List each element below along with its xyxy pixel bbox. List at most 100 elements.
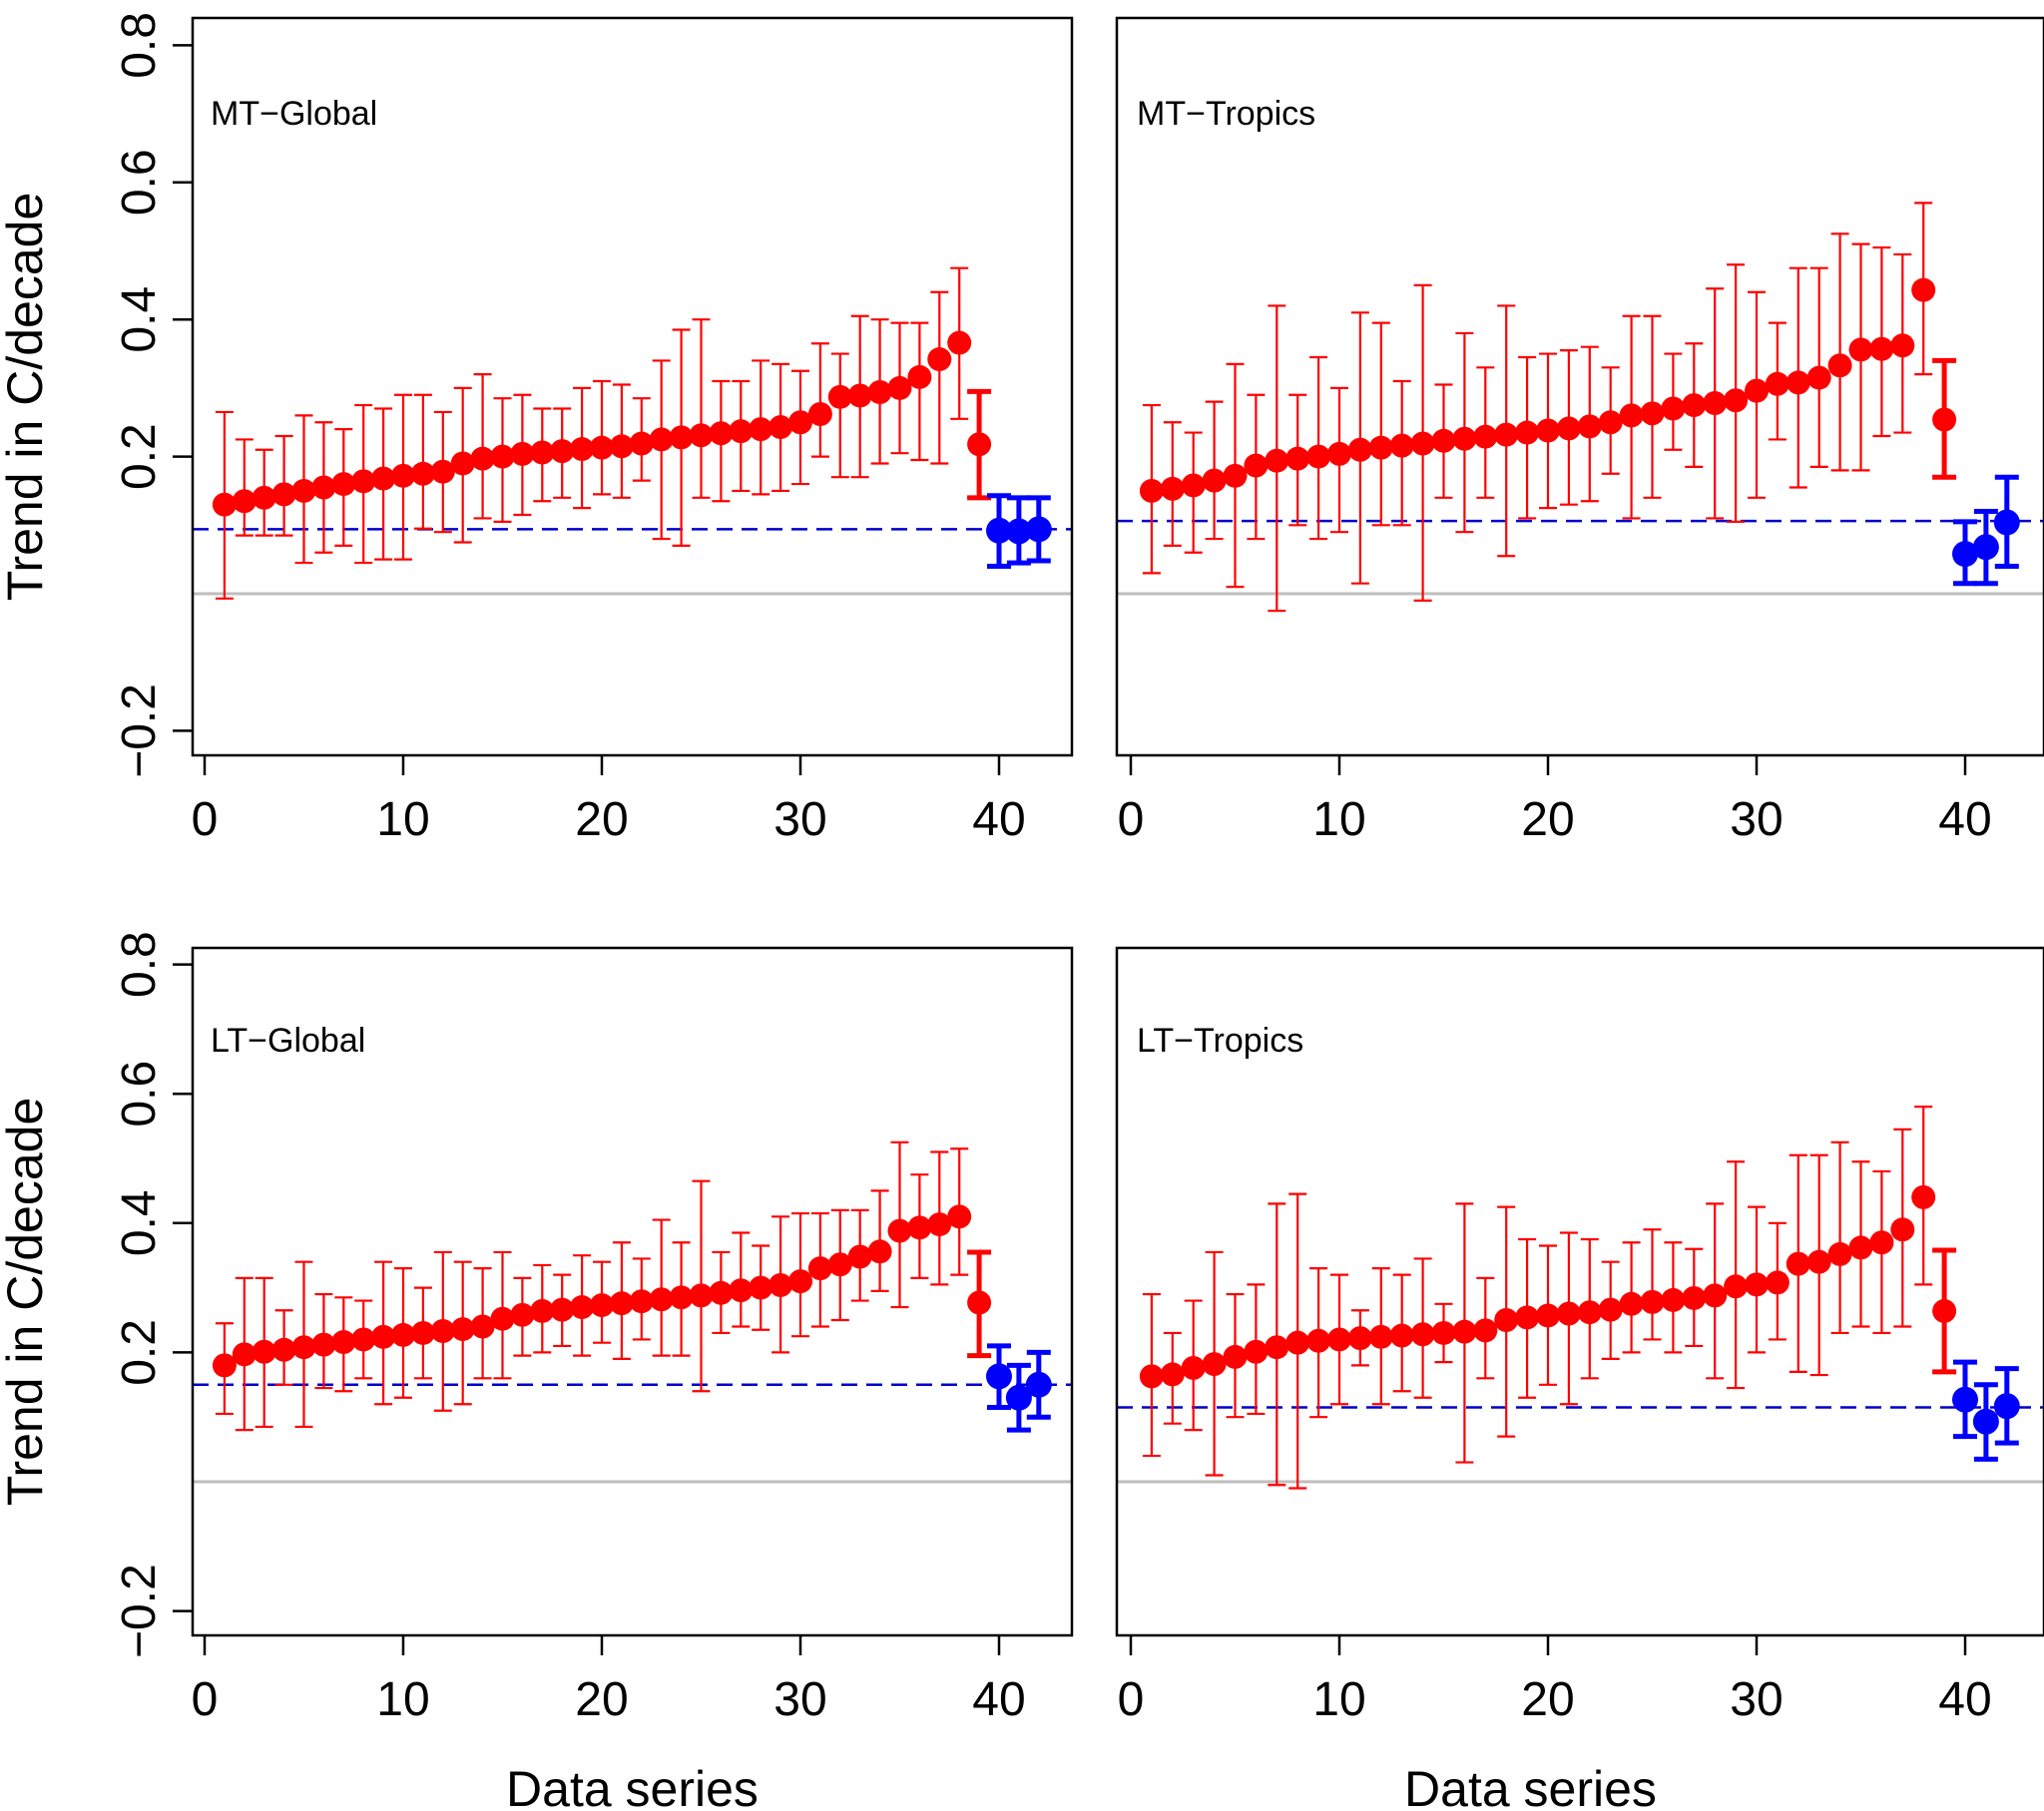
data-point bbox=[1347, 1326, 1372, 1351]
data-point bbox=[927, 1212, 952, 1237]
data-point bbox=[1848, 337, 1873, 362]
data-point bbox=[1139, 478, 1164, 503]
x-tick-label: 20 bbox=[1521, 793, 1574, 846]
y-tick-label: 0.8 bbox=[113, 931, 166, 998]
data-point bbox=[1306, 444, 1331, 469]
data-point bbox=[1932, 1298, 1957, 1323]
y-axis-title: Trend in C/decade bbox=[0, 193, 53, 602]
error-bar bbox=[930, 290, 949, 465]
x-tick-label: 0 bbox=[192, 1673, 219, 1726]
data-point bbox=[1494, 1308, 1519, 1332]
data-point bbox=[291, 1335, 316, 1360]
data-point bbox=[1619, 1291, 1644, 1316]
error-bar bbox=[235, 438, 254, 537]
data-point bbox=[311, 1332, 336, 1357]
data-point bbox=[649, 1287, 674, 1312]
data-point bbox=[847, 383, 872, 408]
data-point bbox=[1786, 370, 1810, 395]
data-point bbox=[1025, 516, 1052, 543]
data-point bbox=[1765, 371, 1789, 396]
data-point bbox=[1181, 473, 1206, 498]
data-point bbox=[1556, 1301, 1581, 1326]
data-point bbox=[1223, 1344, 1248, 1369]
data-point bbox=[986, 517, 1012, 544]
data-point bbox=[470, 446, 495, 471]
data-point bbox=[1452, 1319, 1477, 1344]
x-tick-label: 10 bbox=[1312, 1673, 1365, 1726]
data-point bbox=[212, 1353, 237, 1378]
data-point bbox=[490, 1306, 515, 1331]
data-point bbox=[709, 1280, 734, 1305]
data-point bbox=[1160, 1362, 1185, 1387]
data-point bbox=[291, 478, 316, 503]
data-point bbox=[887, 1218, 912, 1243]
panel-label: LT−Tropics bbox=[1137, 1022, 1303, 1060]
data-point bbox=[212, 492, 237, 517]
y-tick-label: −0.2 bbox=[113, 1564, 166, 1658]
error-bar bbox=[910, 321, 929, 462]
series-4 bbox=[1952, 1359, 2020, 1462]
data-point bbox=[391, 1322, 415, 1347]
data-point bbox=[1410, 431, 1435, 456]
data-point bbox=[1786, 1251, 1810, 1276]
data-point bbox=[311, 475, 336, 500]
data-point bbox=[351, 469, 376, 494]
series-1 bbox=[212, 1140, 972, 1432]
data-point bbox=[1265, 448, 1289, 473]
data-point bbox=[410, 461, 435, 486]
error-bar bbox=[810, 342, 829, 458]
data-point bbox=[788, 1269, 812, 1294]
data-point bbox=[1598, 410, 1623, 435]
x-tick-label: 40 bbox=[1938, 793, 1991, 846]
data-point bbox=[1577, 1300, 1602, 1325]
y-tick-label: 0.2 bbox=[113, 1319, 166, 1386]
x-tick-label: 30 bbox=[773, 793, 826, 846]
x-tick-label: 20 bbox=[1521, 1673, 1574, 1726]
data-point bbox=[232, 489, 256, 514]
panel-label: MT−Global bbox=[211, 95, 377, 133]
x-tick-label: 10 bbox=[1312, 793, 1365, 846]
data-point bbox=[947, 330, 972, 355]
error-bar bbox=[692, 318, 711, 499]
series-2 bbox=[967, 388, 992, 501]
series-1 bbox=[1139, 1128, 1915, 1490]
data-point bbox=[827, 1252, 852, 1277]
data-point bbox=[1389, 433, 1414, 458]
data-point bbox=[1025, 1371, 1052, 1398]
series-2 bbox=[1911, 202, 1936, 376]
data-point bbox=[749, 1275, 773, 1300]
error-bar bbox=[413, 393, 432, 530]
data-point bbox=[1005, 1384, 1032, 1411]
data-point bbox=[1265, 1335, 1289, 1360]
y-tick-label: 0.4 bbox=[113, 1189, 166, 1256]
data-point bbox=[867, 380, 892, 405]
plot-frame bbox=[1115, 16, 2044, 757]
data-point bbox=[847, 1244, 872, 1269]
data-point bbox=[1431, 1320, 1456, 1345]
data-point bbox=[1327, 441, 1351, 466]
error-bar bbox=[1371, 321, 1390, 527]
data-point bbox=[450, 1317, 475, 1342]
error-bar bbox=[1830, 1140, 1849, 1335]
data-point bbox=[1972, 1408, 1999, 1435]
data-point bbox=[1327, 1327, 1351, 1352]
data-point bbox=[1890, 333, 1915, 358]
data-point bbox=[1806, 365, 1831, 390]
data-point bbox=[371, 1324, 396, 1349]
data-point bbox=[470, 1314, 495, 1339]
data-point bbox=[1536, 1303, 1560, 1328]
data-point bbox=[430, 459, 455, 484]
y-tick-label: 0.2 bbox=[113, 423, 166, 490]
data-point bbox=[1661, 1287, 1686, 1312]
plot-frame bbox=[1115, 946, 2044, 1637]
data-point bbox=[1972, 534, 1999, 561]
x-tick-label: 0 bbox=[192, 793, 219, 846]
x-tick-label: 40 bbox=[972, 793, 1025, 846]
error-bar bbox=[830, 352, 849, 479]
error-bar bbox=[1643, 1228, 1662, 1341]
data-point bbox=[649, 427, 674, 452]
data-point bbox=[768, 415, 793, 440]
data-point bbox=[1932, 407, 1957, 432]
y-tick-label: 0.6 bbox=[113, 1061, 166, 1128]
data-point bbox=[1223, 463, 1248, 488]
